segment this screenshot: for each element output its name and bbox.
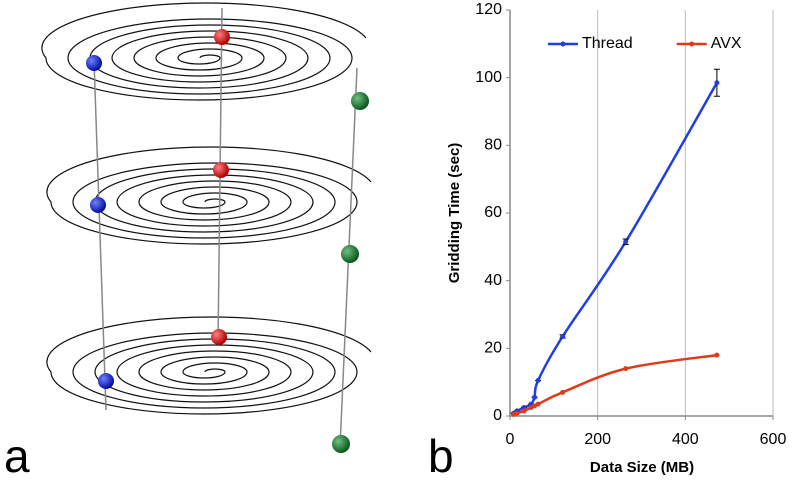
ball bbox=[341, 245, 359, 263]
x-tick-label: 400 bbox=[672, 431, 699, 448]
panel-label: a bbox=[4, 430, 30, 482]
spiral-diagram bbox=[41, 2, 372, 453]
y-tick-label: 0 bbox=[493, 407, 502, 424]
y-tick-label: 100 bbox=[475, 69, 502, 86]
pole bbox=[93, 59, 107, 411]
legend-marker bbox=[560, 41, 566, 47]
spiral bbox=[46, 316, 372, 415]
point bbox=[535, 377, 541, 383]
ball bbox=[332, 435, 350, 453]
y-tick-label: 20 bbox=[484, 340, 502, 357]
x-tick-label: 0 bbox=[506, 431, 515, 448]
point bbox=[532, 394, 538, 400]
series-line bbox=[513, 353, 718, 416]
point bbox=[623, 366, 629, 372]
series-line bbox=[512, 82, 718, 415]
y-tick-label: 80 bbox=[484, 137, 502, 154]
point bbox=[535, 401, 541, 407]
ball bbox=[351, 92, 369, 110]
ball bbox=[214, 29, 230, 45]
y-axis-title: Gridding Time (sec) bbox=[446, 143, 463, 284]
point bbox=[714, 352, 720, 358]
legend-label: AVX bbox=[711, 35, 742, 52]
point bbox=[514, 410, 520, 416]
spiral bbox=[46, 146, 372, 245]
y-tick-label: 120 bbox=[475, 1, 502, 18]
ball bbox=[98, 373, 114, 389]
legend-label: Thread bbox=[582, 35, 633, 52]
panel-label: b bbox=[428, 430, 454, 482]
ball bbox=[90, 197, 106, 213]
legend-marker bbox=[689, 41, 695, 47]
point bbox=[714, 80, 720, 86]
point bbox=[521, 408, 527, 414]
ball bbox=[213, 162, 229, 178]
point bbox=[560, 389, 566, 395]
point bbox=[623, 239, 629, 245]
x-tick-label: 600 bbox=[760, 431, 787, 448]
y-tick-label: 40 bbox=[484, 272, 502, 289]
x-tick-label: 200 bbox=[584, 431, 611, 448]
ball bbox=[86, 55, 102, 71]
spiral bbox=[41, 2, 367, 101]
ball bbox=[211, 329, 227, 345]
y-tick-label: 60 bbox=[484, 204, 502, 221]
x-axis-title: Data Size (MB) bbox=[590, 459, 694, 476]
point bbox=[560, 333, 566, 339]
